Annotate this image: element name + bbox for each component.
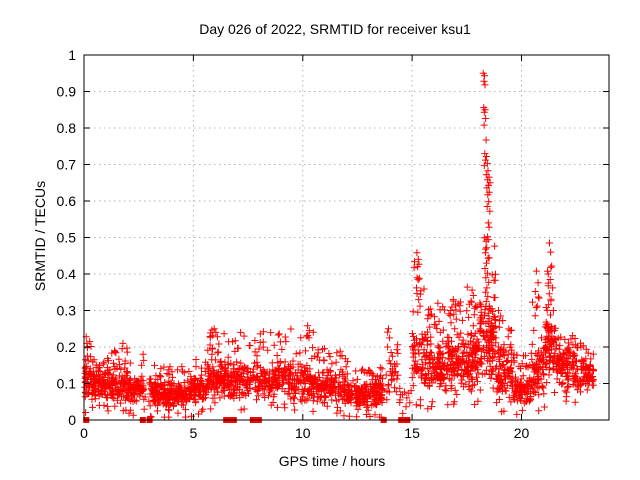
svg-text:0.2: 0.2 (57, 339, 77, 355)
chart-title: Day 026 of 2022, SRMTID for receiver ksu… (199, 21, 471, 37)
svg-text:0.6: 0.6 (57, 193, 77, 209)
svg-text:0.9: 0.9 (57, 84, 77, 100)
svg-text:0.1: 0.1 (57, 376, 77, 392)
svg-text:15: 15 (404, 425, 420, 441)
svg-text:10: 10 (295, 425, 311, 441)
svg-text:0.8: 0.8 (57, 120, 77, 136)
svg-text:0.7: 0.7 (57, 157, 77, 173)
svg-text:0.3: 0.3 (57, 303, 77, 319)
svg-text:1: 1 (68, 47, 76, 63)
svg-text:0.4: 0.4 (57, 266, 77, 282)
svg-text:5: 5 (190, 425, 198, 441)
svg-text:20: 20 (514, 425, 530, 441)
svg-text:0: 0 (80, 425, 88, 441)
svg-text:0: 0 (68, 412, 76, 428)
svg-text:0.5: 0.5 (57, 230, 77, 246)
x-axis-label: GPS time / hours (278, 453, 386, 469)
